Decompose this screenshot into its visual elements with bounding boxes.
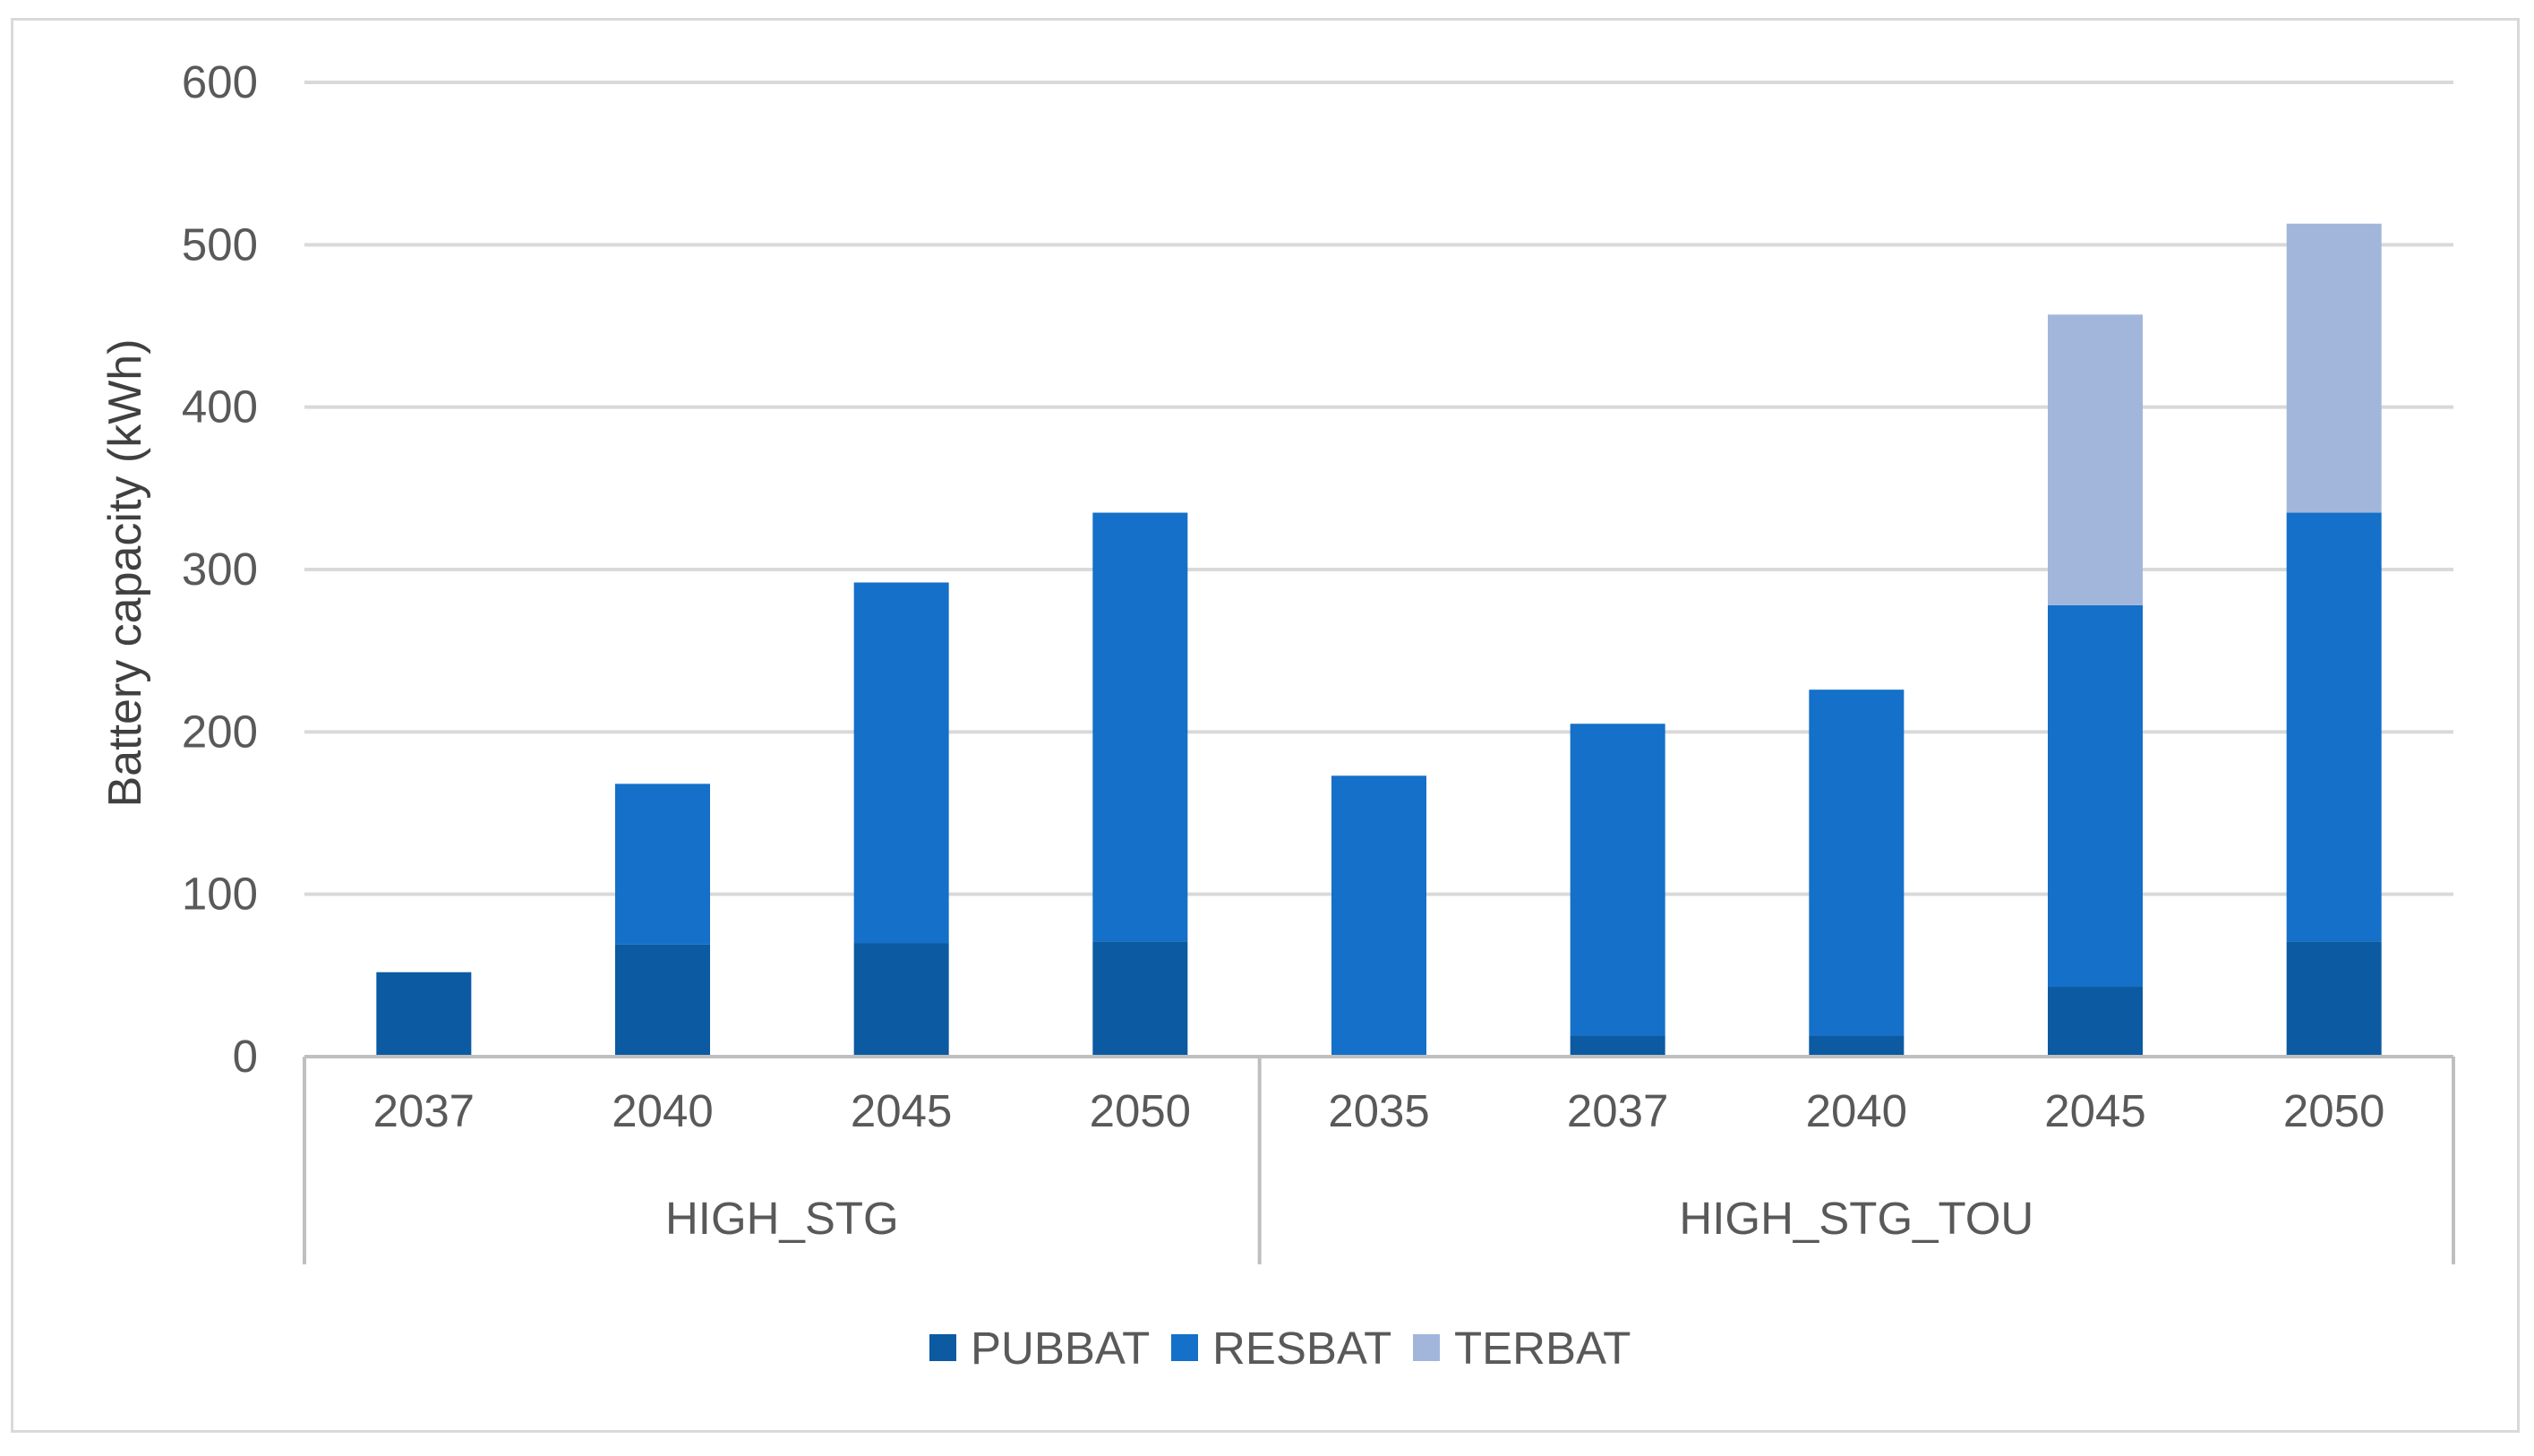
x-tick-label: 2037	[1567, 1085, 1668, 1136]
bar-resbat-2045	[2048, 604, 2143, 988]
bar-pubbat-2040	[615, 944, 710, 1057]
x-tick-label: 2050	[1090, 1085, 1191, 1136]
legend-label-terbat: TERBAT	[1454, 1323, 1631, 1374]
bar-resbat-2040	[615, 784, 710, 945]
y-tick-label: 300	[182, 544, 258, 595]
x-group-label: HIGH_STG	[665, 1193, 899, 1244]
bar-resbat-2050	[2286, 512, 2382, 942]
y-axis-ticks: 0 100 200 300 400 500 600	[182, 56, 258, 1082]
bar-pubbat-2040	[1809, 1035, 1905, 1057]
y-tick-label: 200	[182, 706, 258, 757]
y-tick-label: 100	[182, 869, 258, 920]
y-tick-label: 400	[182, 381, 258, 433]
bar-pubbat-2050	[1092, 941, 1188, 1057]
bar-pubbat-2050	[2286, 941, 2382, 1057]
legend-swatch-resbat	[1171, 1334, 1198, 1361]
x-tick-label: 2040	[1806, 1085, 1907, 1136]
bar-resbat-2045	[853, 582, 949, 944]
bar-resbat-2050	[1092, 512, 1188, 942]
x-tick-label: 2045	[851, 1085, 952, 1136]
bars	[376, 223, 2382, 1057]
legend-label-resbat: RESBAT	[1212, 1323, 1391, 1374]
legend: PUBBAT RESBAT TERBAT	[929, 1323, 1631, 1374]
bar-resbat-2037	[1570, 724, 1665, 1036]
x-tick-label: 2035	[1328, 1085, 1429, 1136]
bar-terbat-2050	[2286, 223, 2382, 513]
bar-resbat-2040	[1809, 689, 1905, 1036]
x-axis-categories: 2037 2040 2045 2050 2035 2037 2040 2045 2050	[373, 1085, 2385, 1136]
bar-pubbat-2037	[1570, 1035, 1665, 1057]
y-axis-title: Battery capacity (kWh)	[99, 338, 151, 807]
x-tick-label: 2040	[612, 1085, 713, 1136]
bar-pubbat-2045	[853, 943, 949, 1057]
bar-pubbat-2045	[2048, 987, 2143, 1057]
y-tick-label: 600	[182, 56, 258, 107]
x-axis-groups: HIGH_STG HIGH_STG_TOU	[665, 1193, 2033, 1244]
legend-label-pubbat: PUBBAT	[971, 1323, 1150, 1374]
x-tick-label: 2045	[2044, 1085, 2145, 1136]
bar-resbat-2035	[1331, 775, 1426, 1057]
x-tick-label: 2050	[2283, 1085, 2384, 1136]
x-axis	[303, 1055, 2455, 1264]
legend-swatch-terbat	[1413, 1334, 1440, 1361]
bar-terbat-2045	[2048, 314, 2143, 605]
x-group-label: HIGH_STG_TOU	[1679, 1193, 2033, 1244]
y-tick-label: 500	[182, 218, 258, 270]
x-tick-label: 2037	[373, 1085, 475, 1136]
bar-pubbat-2037	[376, 972, 472, 1057]
y-tick-label: 0	[233, 1031, 258, 1082]
legend-swatch-pubbat	[929, 1334, 956, 1361]
